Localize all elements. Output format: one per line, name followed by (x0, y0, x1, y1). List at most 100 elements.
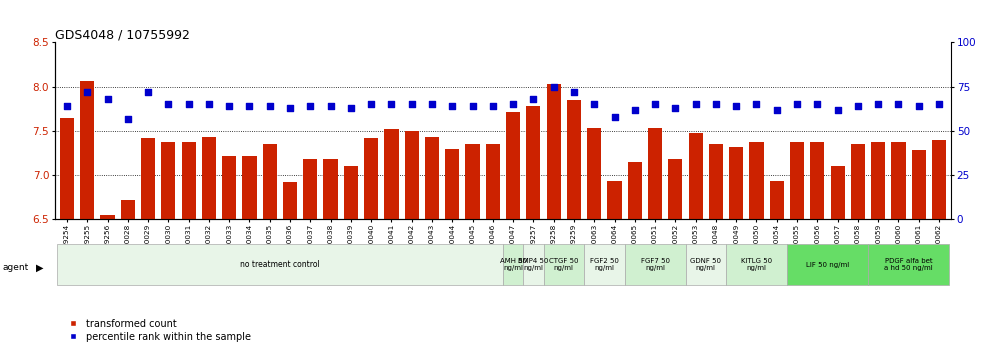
Bar (709, 144, 723, 219)
Bar (547, 84, 561, 219)
Bar (891, 142, 905, 219)
Text: AMH 50
ng/ml: AMH 50 ng/ml (500, 258, 527, 271)
Text: CTGF 50
ng/ml: CTGF 50 ng/ml (549, 258, 579, 271)
Point (647, 102, 663, 107)
Point (810, 102, 826, 107)
Point (343, 105, 359, 111)
Bar (608, 182, 622, 219)
Point (80, 89, 96, 95)
Bar (851, 144, 865, 219)
Point (140, 89, 156, 95)
Bar (324, 159, 338, 219)
Text: ▶: ▶ (36, 262, 44, 272)
Text: BMP4 50
ng/ml: BMP4 50 ng/ml (518, 258, 549, 271)
Bar (242, 156, 257, 219)
Bar (365, 138, 378, 219)
Point (383, 102, 399, 107)
Bar (57, 244, 503, 285)
Bar (872, 142, 885, 219)
Point (282, 105, 298, 111)
Point (403, 102, 419, 107)
Bar (404, 131, 418, 219)
Bar (486, 144, 500, 219)
Bar (627, 162, 641, 219)
Bar (526, 106, 541, 219)
Bar (303, 159, 318, 219)
Point (607, 114, 622, 120)
Bar (222, 156, 236, 219)
Bar (749, 142, 764, 219)
Bar (544, 244, 584, 285)
Bar (588, 129, 602, 219)
Point (667, 105, 683, 111)
Point (221, 103, 237, 109)
Point (464, 103, 480, 109)
Bar (685, 244, 726, 285)
Point (303, 103, 319, 109)
Bar (141, 138, 155, 219)
Text: FGF7 50
ng/ml: FGF7 50 ng/ml (640, 258, 669, 271)
Point (789, 102, 805, 107)
Bar (60, 118, 74, 219)
Bar (384, 129, 398, 219)
Point (262, 103, 278, 109)
Bar (202, 137, 216, 219)
Point (444, 103, 460, 109)
Bar (729, 147, 743, 219)
Bar (465, 144, 480, 219)
Text: KITLG 50
ng/ml: KITLG 50 ng/ml (741, 258, 772, 271)
Bar (263, 144, 277, 219)
Point (160, 102, 176, 107)
Bar (790, 142, 804, 219)
Bar (101, 215, 115, 219)
Bar (624, 244, 685, 285)
Bar (668, 159, 682, 219)
Point (566, 89, 582, 95)
Point (485, 103, 501, 109)
Point (728, 103, 744, 109)
Bar (503, 244, 523, 285)
Point (100, 96, 116, 102)
Bar (121, 200, 134, 219)
Bar (181, 143, 196, 219)
Point (587, 102, 603, 107)
Point (626, 107, 642, 113)
Text: GDNF 50
ng/ml: GDNF 50 ng/ml (690, 258, 721, 271)
Point (424, 102, 440, 107)
Bar (506, 112, 520, 219)
Point (526, 96, 542, 102)
Bar (787, 244, 869, 285)
Point (871, 102, 886, 107)
Point (323, 103, 339, 109)
Bar (810, 142, 825, 219)
Bar (688, 133, 703, 219)
Point (749, 102, 765, 107)
Point (769, 107, 785, 113)
Point (931, 102, 947, 107)
Point (120, 116, 135, 121)
Text: no treatment control: no treatment control (240, 260, 320, 269)
Point (910, 103, 926, 109)
Bar (831, 166, 845, 219)
Bar (911, 150, 926, 219)
Point (687, 102, 703, 107)
Point (850, 103, 866, 109)
Point (241, 103, 257, 109)
Text: LIF 50 ng/ml: LIF 50 ng/ml (806, 262, 850, 268)
Bar (344, 166, 358, 219)
Point (59, 103, 75, 109)
Bar (161, 143, 175, 219)
Point (505, 102, 521, 107)
Bar (726, 244, 787, 285)
Point (364, 102, 379, 107)
Text: PDGF alfa bet
a hd 50 ng/ml: PDGF alfa bet a hd 50 ng/ml (884, 258, 933, 271)
Text: GDS4048 / 10755992: GDS4048 / 10755992 (55, 28, 189, 41)
Bar (648, 129, 662, 219)
Point (890, 102, 906, 107)
Point (201, 102, 217, 107)
Bar (932, 140, 946, 219)
Legend: transformed count, percentile rank within the sample: transformed count, percentile rank withi… (60, 315, 255, 346)
Point (546, 84, 562, 90)
Bar (523, 244, 544, 285)
Text: FGF2 50
ng/ml: FGF2 50 ng/ml (590, 258, 619, 271)
